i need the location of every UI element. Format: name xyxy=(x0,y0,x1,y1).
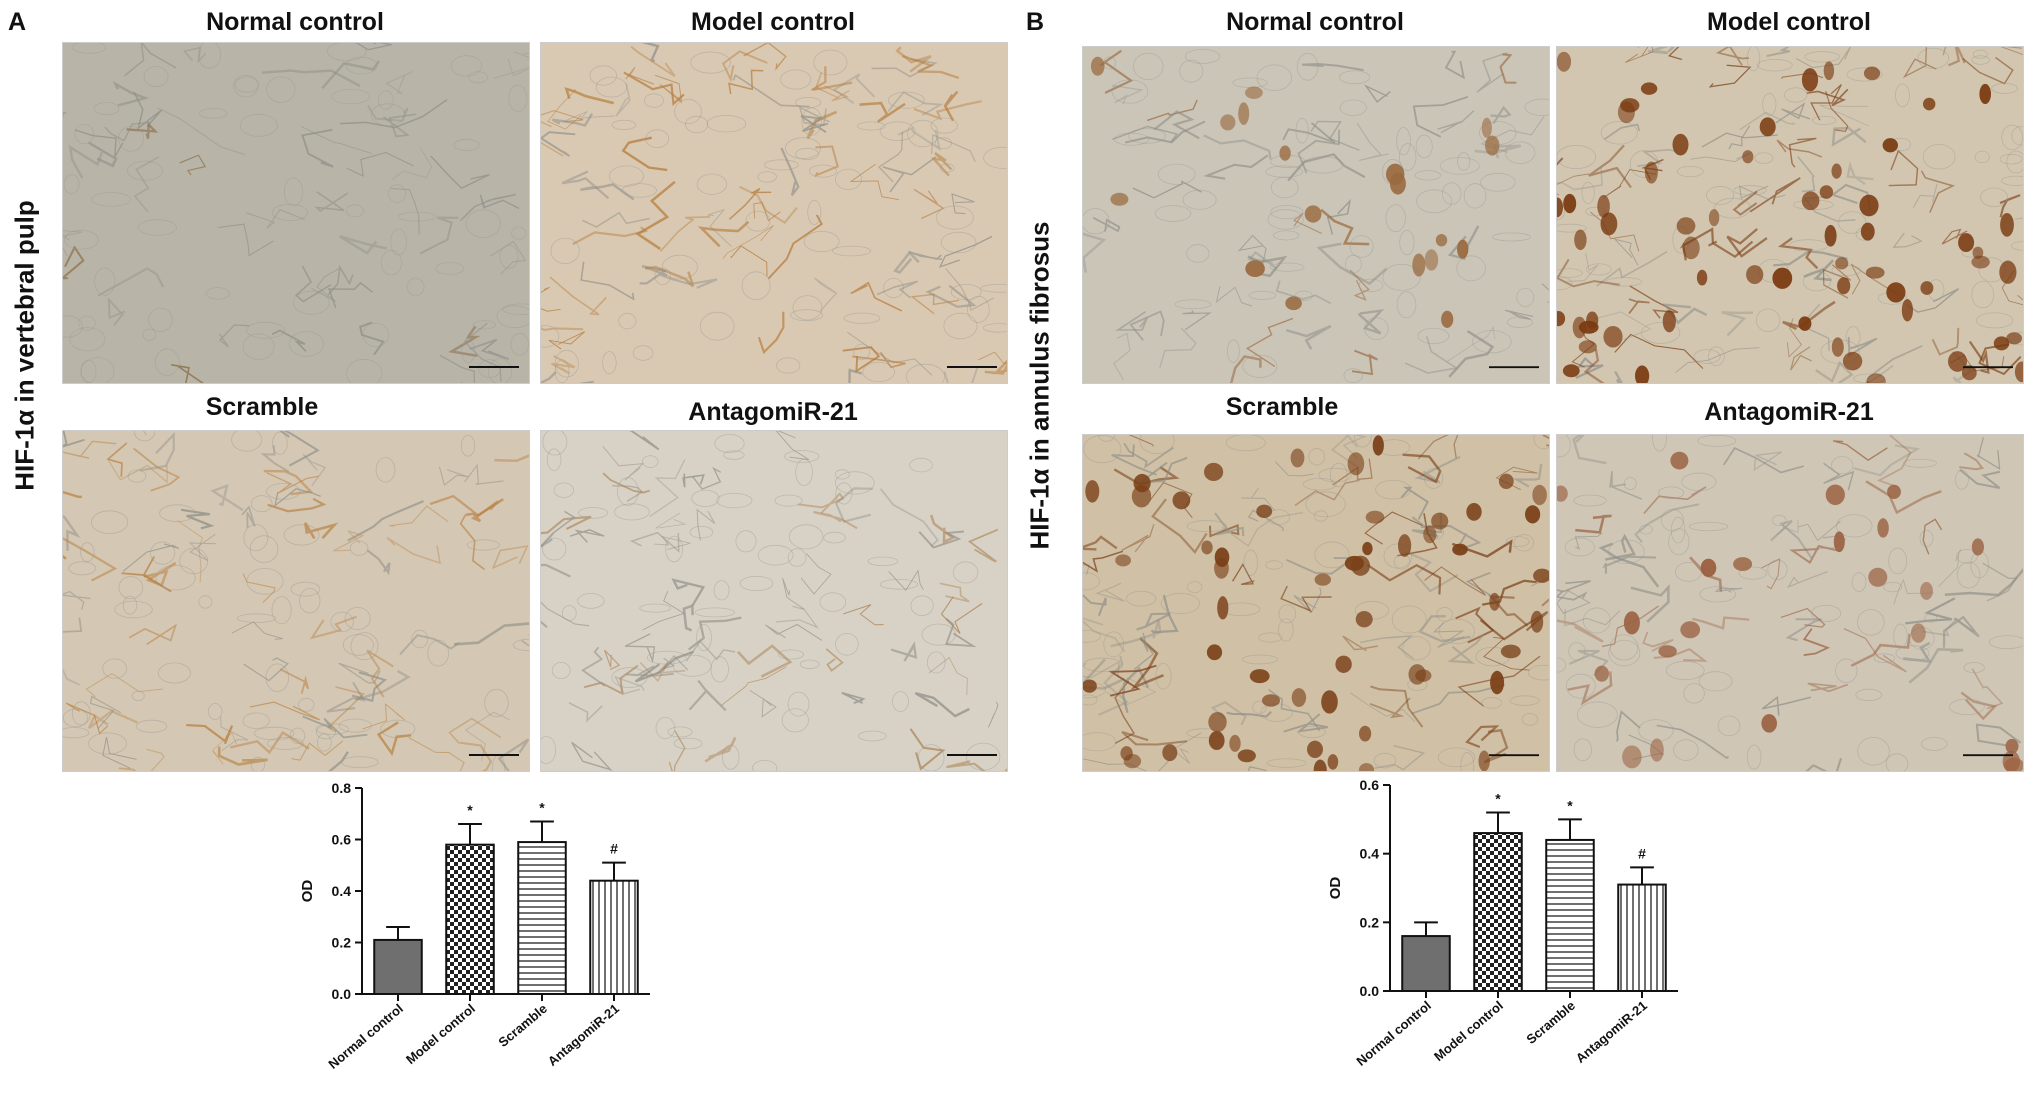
x-tick-label: Scramble xyxy=(1523,998,1577,1047)
x-tick-label: Model control xyxy=(403,1001,478,1067)
panel-letter-b: B xyxy=(1026,8,1045,36)
y-tick-label: 0.0 xyxy=(1360,983,1380,999)
y-axis-label: OD xyxy=(299,880,316,903)
panel-a-micrograph-antagomir-21 xyxy=(540,430,1008,772)
bar xyxy=(1401,935,1451,992)
significance-mark: * xyxy=(539,799,545,815)
y-tick-label: 0.6 xyxy=(1360,777,1380,793)
bar xyxy=(589,879,639,995)
panel-b-micrograph-normal-control xyxy=(1082,46,1550,384)
panel-a-micrograph-scramble xyxy=(62,430,530,772)
panel-b-micrograph-model-control xyxy=(1556,46,2024,384)
panel-b-bar-chart: 0.0 0.2 0.4 0.6 OD Normal control * Model contr… xyxy=(1318,775,1718,1098)
micrograph-texture xyxy=(541,43,1007,383)
bar xyxy=(373,938,423,996)
panel-b-title-scramble: Scramble xyxy=(1225,393,1339,421)
panel-a-micrograph-model-control xyxy=(540,42,1008,384)
significance-mark: # xyxy=(610,841,618,857)
panel-b-side-label: HIF-1α in annulus fibrosus xyxy=(1024,221,1055,550)
panel-a-title-scramble: Scramble xyxy=(205,393,319,421)
panel-b-title-normal-control: Normal control xyxy=(1226,8,1404,36)
panel-a-title-model-control: Model control xyxy=(691,8,855,36)
panel-b-title-model-control: Model control xyxy=(1707,8,1871,36)
x-tick-label: Scramble xyxy=(495,1001,549,1050)
panel-a-bar-chart: 0.0 0.2 0.4 0.6 0.8 OD Normal control * Model co… xyxy=(290,778,690,1098)
panel-b-micrograph-scramble xyxy=(1082,434,1550,772)
micrograph-texture xyxy=(541,431,1007,771)
x-tick-label: Normal control xyxy=(325,1001,405,1072)
panel-a-micrograph-normal-control xyxy=(62,42,530,384)
micrograph-texture xyxy=(1083,435,1549,771)
bar xyxy=(517,841,567,995)
x-tick-label: Model control xyxy=(1431,998,1506,1064)
significance-mark: * xyxy=(1567,797,1573,813)
panel-b-micrograph-antagomir-21 xyxy=(1556,434,2024,772)
chart-svg: 0.0 0.2 0.4 0.6 OD Normal control * Model contr… xyxy=(1327,777,1678,1069)
micrograph-texture xyxy=(63,431,529,771)
y-tick-label: 0.4 xyxy=(1360,846,1380,862)
y-tick-label: 0.0 xyxy=(332,986,352,1002)
micrograph-texture xyxy=(1557,47,2023,383)
significance-mark: * xyxy=(467,802,473,818)
y-tick-label: 0.4 xyxy=(332,883,352,899)
x-tick-label: AntagomiR-21 xyxy=(1573,998,1650,1066)
micrograph-texture xyxy=(1083,47,1549,383)
micrograph-texture xyxy=(1557,435,2023,771)
significance-mark: # xyxy=(1638,845,1646,861)
chart-svg: 0.0 0.2 0.4 0.6 0.8 OD Normal control * Model co… xyxy=(299,780,650,1072)
y-tick-label: 0.6 xyxy=(332,832,352,848)
y-tick-label: 0.2 xyxy=(1360,914,1380,930)
y-tick-label: 0.8 xyxy=(332,780,352,796)
panel-letter-a: A xyxy=(8,8,27,36)
bar xyxy=(1545,838,1595,992)
significance-mark: * xyxy=(1495,790,1501,806)
y-axis-label: OD xyxy=(1327,877,1344,900)
panel-a-title-normal-control: Normal control xyxy=(206,8,384,36)
panel-a-side-label: HIF-1α in vertebral pulp xyxy=(9,200,40,491)
x-tick-label: Normal control xyxy=(1353,998,1433,1069)
panel-b-title-antagomir-21: AntagomiR-21 xyxy=(1704,398,1874,426)
bar xyxy=(1473,832,1523,992)
bar xyxy=(1617,883,1667,992)
micrograph-texture xyxy=(63,43,529,383)
x-tick-label: AntagomiR-21 xyxy=(545,1001,622,1069)
bar xyxy=(445,843,495,996)
panel-a-title-antagomir-21: AntagomiR-21 xyxy=(688,398,858,426)
y-tick-label: 0.2 xyxy=(332,935,352,951)
